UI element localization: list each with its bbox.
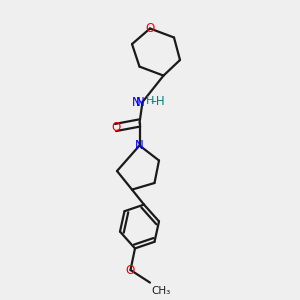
- Text: O: O: [111, 121, 120, 134]
- Text: O: O: [126, 263, 135, 277]
- Text: CH₃: CH₃: [152, 286, 171, 296]
- Text: N: N: [135, 139, 144, 152]
- Text: –H: –H: [150, 94, 165, 108]
- Text: N: N: [136, 95, 145, 109]
- Text: N: N: [132, 95, 141, 109]
- Text: H: H: [146, 96, 154, 106]
- Text: O: O: [146, 22, 154, 35]
